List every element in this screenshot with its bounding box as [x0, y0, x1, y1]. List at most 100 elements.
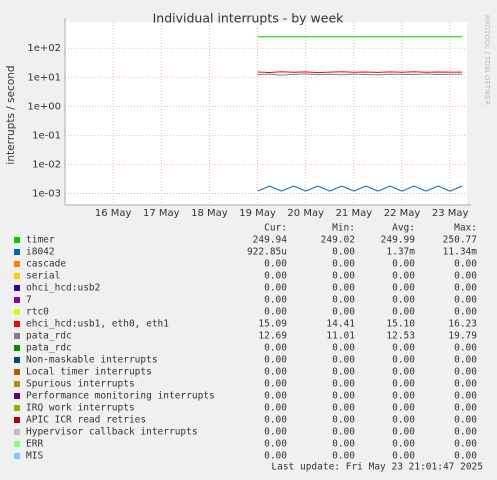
legend-stat: 0.00 [264, 259, 287, 270]
legend-label: Hypervisor callback interrupts [26, 427, 198, 438]
legend-stat: 0.00 [454, 403, 477, 414]
legend-stat: 11.01 [326, 331, 355, 342]
legend-stat: 0.00 [454, 391, 477, 402]
legend-swatch [14, 321, 20, 327]
legend-stat: 0.00 [264, 307, 287, 318]
legend-stat: 250.77 [443, 235, 477, 246]
legend-swatch [14, 345, 20, 351]
legend-stat: 0.00 [392, 427, 415, 438]
x-tick-label: 19 May [239, 208, 276, 219]
legend-stat: 0.00 [392, 355, 415, 366]
legend-stat: 0.00 [392, 283, 415, 294]
legend-stat: 0.00 [392, 343, 415, 354]
legend-stat: 0.00 [392, 451, 415, 462]
legend-swatch [14, 369, 20, 375]
legend-header: Avg: [392, 223, 415, 234]
legend-stat: 0.00 [332, 451, 355, 462]
legend-label: pata_rdc [26, 331, 72, 342]
legend-label: Local timer interrupts [26, 367, 152, 378]
legend-swatch [14, 441, 20, 447]
legend-stat: 0.00 [264, 271, 287, 282]
legend-swatch [14, 405, 20, 411]
legend-label: ohci_hcd:usb2 [26, 283, 100, 294]
x-tick-label: 20 May [287, 208, 324, 219]
legend-header: Min: [332, 223, 355, 234]
legend-stat: 0.00 [264, 283, 287, 294]
legend-header: Max: [454, 223, 477, 234]
legend-header: Cur: [264, 223, 287, 234]
legend-stat: 0.00 [332, 391, 355, 402]
legend-label: IRQ work interrupts [26, 403, 135, 414]
legend-stat: 0.00 [392, 391, 415, 402]
legend-swatch [14, 381, 20, 387]
legend-stat: 0.00 [332, 343, 355, 354]
legend-label: timer [26, 235, 55, 246]
legend-stat: 14.41 [326, 319, 355, 330]
legend-stat: 19.79 [448, 331, 477, 342]
legend-stat: 922.85u [247, 247, 287, 258]
legend-swatch [14, 309, 20, 315]
legend-swatch [14, 285, 20, 291]
legend-stat: 0.00 [332, 355, 355, 366]
plot-area [65, 22, 467, 205]
side-note: RRDTOOL / TOBI OETIKER [483, 15, 491, 105]
legend-stat: 0.00 [454, 451, 477, 462]
legend-stat: 0.00 [264, 355, 287, 366]
legend-stat: 0.00 [332, 403, 355, 414]
legend-stat: 0.00 [392, 307, 415, 318]
legend-label: serial [26, 271, 60, 282]
x-tick-label: 22 May [384, 208, 421, 219]
legend-swatch [14, 429, 20, 435]
legend-label: ehci_hcd:usb1, eth0, eth1 [26, 319, 169, 330]
legend-label: ERR [26, 439, 43, 450]
legend-stat: 0.00 [264, 439, 287, 450]
legend-swatch [14, 453, 20, 459]
legend-stat: 0.00 [392, 367, 415, 378]
legend-label: Spurious interrupts [26, 379, 135, 390]
series-line [257, 185, 463, 192]
legend-stat: 12.69 [258, 331, 287, 342]
legend-stat: 249.94 [253, 235, 288, 246]
legend-swatch [14, 261, 20, 267]
x-tick-label: 16 May [95, 208, 132, 219]
legend-stat: 0.00 [264, 451, 287, 462]
legend-swatch [14, 273, 20, 279]
legend-stat: 0.00 [454, 439, 477, 450]
legend-stat: 0.00 [392, 259, 415, 270]
legend-stat: 0.00 [454, 307, 477, 318]
legend-stat: 249.02 [321, 235, 355, 246]
x-tick-label: 21 May [336, 208, 373, 219]
legend-stat: 0.00 [392, 403, 415, 414]
legend-swatch [14, 297, 20, 303]
legend-stat: 0.00 [392, 295, 415, 306]
legend-label: Performance monitoring interrupts [26, 391, 215, 402]
y-tick-label: 1e-02 [32, 159, 61, 170]
legend-label: cascade [26, 259, 66, 270]
legend-stat: 11.34m [443, 247, 478, 258]
legend-stat: 0.00 [454, 283, 477, 294]
y-tick-label: 1e+02 [27, 43, 61, 54]
legend-label: i8042 [26, 247, 55, 258]
y-axis-label: interrupts / second [5, 65, 17, 164]
legend-stat: 16.23 [448, 319, 477, 330]
legend-stat: 15.10 [386, 319, 415, 330]
legend-stat: 0.00 [332, 379, 355, 390]
legend-stat: 0.00 [332, 367, 355, 378]
legend-stat: 0.00 [392, 439, 415, 450]
x-tick-label: 23 May [432, 208, 469, 219]
legend-stat: 0.00 [264, 427, 287, 438]
legend-stat: 0.00 [264, 343, 287, 354]
legend-stat: 0.00 [454, 259, 477, 270]
legend-stat: 0.00 [332, 295, 355, 306]
legend-label: MIS [26, 451, 43, 462]
footer: Last update: Fri May 23 21:01:47 2025 [271, 462, 483, 473]
legend-stat: 0.00 [454, 271, 477, 282]
legend-label: APIC ICR read retries [26, 415, 146, 426]
legend-stat: 0.00 [454, 379, 477, 390]
legend-stat: 0.00 [454, 355, 477, 366]
legend-swatch [14, 417, 20, 423]
y-tick-label: 1e-01 [32, 130, 61, 141]
legend-swatch [14, 393, 20, 399]
